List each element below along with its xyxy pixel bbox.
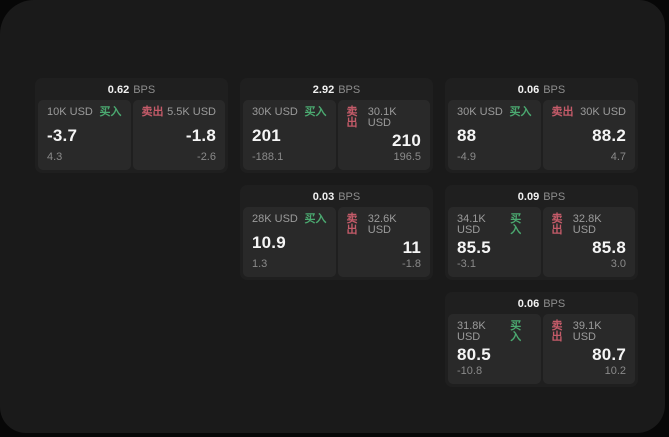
buy-notional: 30K USD [252,106,298,118]
buy-side-label: 买入 [510,213,522,236]
buy-price: 80.5 [457,345,491,364]
sell-notional: 5.5K USD [167,106,216,118]
card-header: 0.62 BPS [38,81,225,100]
quote-card: 2.92 BPS 30K USD 买入 201 -188.1 卖出 30.1K … [240,78,433,173]
card-body: 34.1K USD 买入 85.5 -3.1 卖出 32.8K USD 85.8… [448,207,635,277]
sell-change: -1.8 [402,258,421,270]
sell-change: -2.6 [197,151,216,163]
sell-pane[interactable]: 卖出 5.5K USD -1.8 -2.6 [132,100,225,170]
buy-change: -188.1 [252,151,284,163]
buy-pane[interactable]: 31.8K USD 买入 80.5 -10.8 [448,314,541,384]
bps-value: 2.92 [312,84,335,96]
bps-unit-label: BPS [543,191,566,203]
buy-pane[interactable]: 30K USD 买入 88 -4.9 [448,100,541,170]
buy-side-label: 买入 [304,213,327,225]
bps-value: 0.09 [517,191,540,203]
buy-price: -3.7 [47,125,78,145]
quote-card: 0.06 BPS 30K USD 买入 88 -4.9 卖出 30K USD [445,78,638,173]
sell-side-label: 卖出 [346,106,358,129]
buy-notional: 34.1K USD [457,213,486,236]
sell-price: 11 [402,238,421,257]
sell-change: 4.7 [610,151,626,163]
buy-side-label: 买入 [509,106,532,118]
sell-change: 10.2 [604,365,626,377]
sell-change: 3.0 [610,258,626,270]
bps-unit-label: BPS [543,298,566,310]
quote-card: 0.62 BPS 10K USD 买入 -3.7 4.3 卖出 5.5K USD [35,78,228,173]
sell-notional: 32.6K USD [367,213,397,236]
card-header: 2.92 BPS [243,81,430,100]
buy-side-label: 买入 [304,106,327,118]
buy-change: -10.8 [457,365,483,377]
sell-price: 88.2 [592,125,626,145]
bps-value: 0.03 [312,191,335,203]
sell-notional: 30K USD [580,106,626,118]
buy-pane[interactable]: 34.1K USD 买入 85.5 -3.1 [448,207,541,277]
bps-unit-label: BPS [338,84,361,96]
sell-side-label: 卖出 [346,213,358,236]
buy-change: 1.3 [252,258,268,270]
sell-notional: 39.1K USD [572,320,602,343]
card-body: 30K USD 买入 201 -188.1 卖出 30.1K USD 210 1… [243,100,430,170]
sell-side-label: 卖出 [141,106,164,118]
buy-pane[interactable]: 10K USD 买入 -3.7 4.3 [38,100,131,170]
sell-side-label: 卖出 [551,213,563,236]
bps-value: 0.06 [517,298,540,310]
card-body: 10K USD 买入 -3.7 4.3 卖出 5.5K USD -1.8 -2.… [38,100,225,170]
buy-notional: 31.8K USD [457,320,486,343]
sell-side-label: 卖出 [551,320,563,343]
sell-side-label: 卖出 [551,106,574,118]
card-header: 0.03 BPS [243,188,430,207]
buy-notional: 30K USD [457,106,503,118]
bps-value: 0.62 [107,84,130,96]
sell-pane[interactable]: 卖出 32.8K USD 85.8 3.0 [542,207,635,277]
buy-price: 88 [457,125,477,145]
quote-card: 0.09 BPS 34.1K USD 买入 85.5 -3.1 卖出 32.8K… [445,185,638,280]
buy-price: 85.5 [457,238,491,257]
sell-pane[interactable]: 卖出 32.6K USD 11 -1.8 [337,207,430,277]
quote-card: 0.06 BPS 31.8K USD 买入 80.5 -10.8 卖出 39.1… [445,292,638,387]
bps-unit-label: BPS [133,84,156,96]
card-body: 28K USD 买入 10.9 1.3 卖出 32.6K USD 11 -1.8 [243,207,430,277]
buy-side-label: 买入 [99,106,122,118]
bps-unit-label: BPS [338,191,361,203]
buy-pane[interactable]: 28K USD 买入 10.9 1.3 [243,207,336,277]
card-header: 0.06 BPS [448,295,635,314]
buy-change: -3.1 [457,258,476,270]
sell-price: 80.7 [592,345,626,364]
bps-value: 0.06 [517,84,540,96]
sell-pane[interactable]: 卖出 39.1K USD 80.7 10.2 [542,314,635,384]
quote-card-grid: 0.62 BPS 10K USD 买入 -3.7 4.3 卖出 5.5K USD [35,78,638,387]
buy-notional: 28K USD [252,213,298,225]
sell-price: -1.8 [185,125,216,145]
card-header: 0.06 BPS [448,81,635,100]
sell-pane[interactable]: 卖出 30K USD 88.2 4.7 [542,100,635,170]
buy-change: -4.9 [457,151,476,163]
sell-price: 210 [392,131,421,150]
buy-pane[interactable]: 30K USD 买入 201 -188.1 [243,100,336,170]
quote-card: 0.03 BPS 28K USD 买入 10.9 1.3 卖出 32.6K US… [240,185,433,280]
buy-notional: 10K USD [47,106,93,118]
sell-notional: 32.8K USD [572,213,602,236]
buy-price: 10.9 [252,232,286,252]
card-header: 0.09 BPS [448,188,635,207]
sell-price: 85.8 [592,238,626,257]
card-body: 31.8K USD 买入 80.5 -10.8 卖出 39.1K USD 80.… [448,314,635,384]
buy-change: 4.3 [47,151,63,163]
card-body: 30K USD 买入 88 -4.9 卖出 30K USD 88.2 4.7 [448,100,635,170]
bps-unit-label: BPS [543,84,566,96]
sell-pane[interactable]: 卖出 30.1K USD 210 196.5 [337,100,430,170]
sell-notional: 30.1K USD [367,106,397,129]
sell-change: 196.5 [393,151,421,163]
buy-price: 201 [252,125,281,145]
buy-side-label: 买入 [510,320,522,343]
